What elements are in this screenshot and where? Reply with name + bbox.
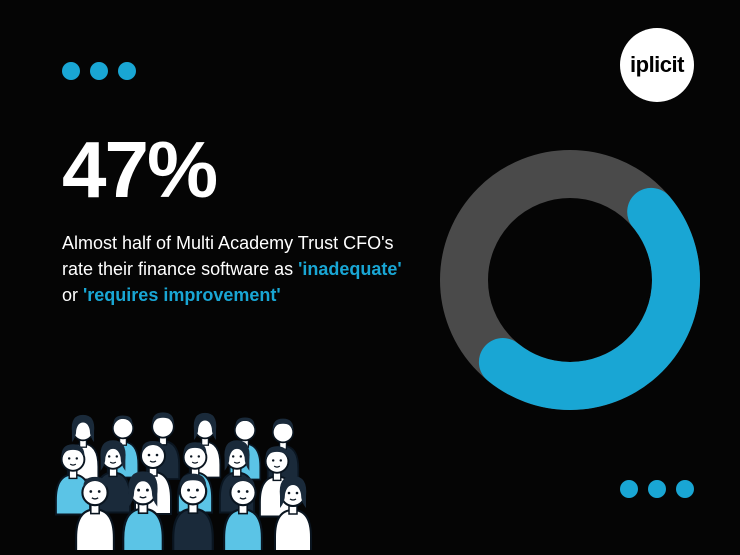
- dot-icon: [648, 480, 666, 498]
- dot-icon: [62, 62, 80, 80]
- dot-icon: [676, 480, 694, 498]
- people-illustration: [55, 380, 325, 555]
- desc-highlight-1: 'inadequate': [298, 259, 402, 279]
- brand-logo: iplicit: [620, 28, 694, 102]
- decorative-dots-top: [62, 62, 136, 80]
- stat-description: Almost half of Multi Academy Trust CFO's…: [62, 230, 402, 308]
- desc-text-mid: or: [62, 285, 83, 305]
- donut-chart: [430, 140, 710, 425]
- brand-logo-text: iplicit: [630, 52, 684, 78]
- dot-icon: [90, 62, 108, 80]
- desc-highlight-2: 'requires improvement': [83, 285, 281, 305]
- dot-icon: [118, 62, 136, 80]
- decorative-dots-bottom: [620, 480, 694, 498]
- stat-percentage: 47%: [62, 130, 216, 210]
- dot-icon: [620, 480, 638, 498]
